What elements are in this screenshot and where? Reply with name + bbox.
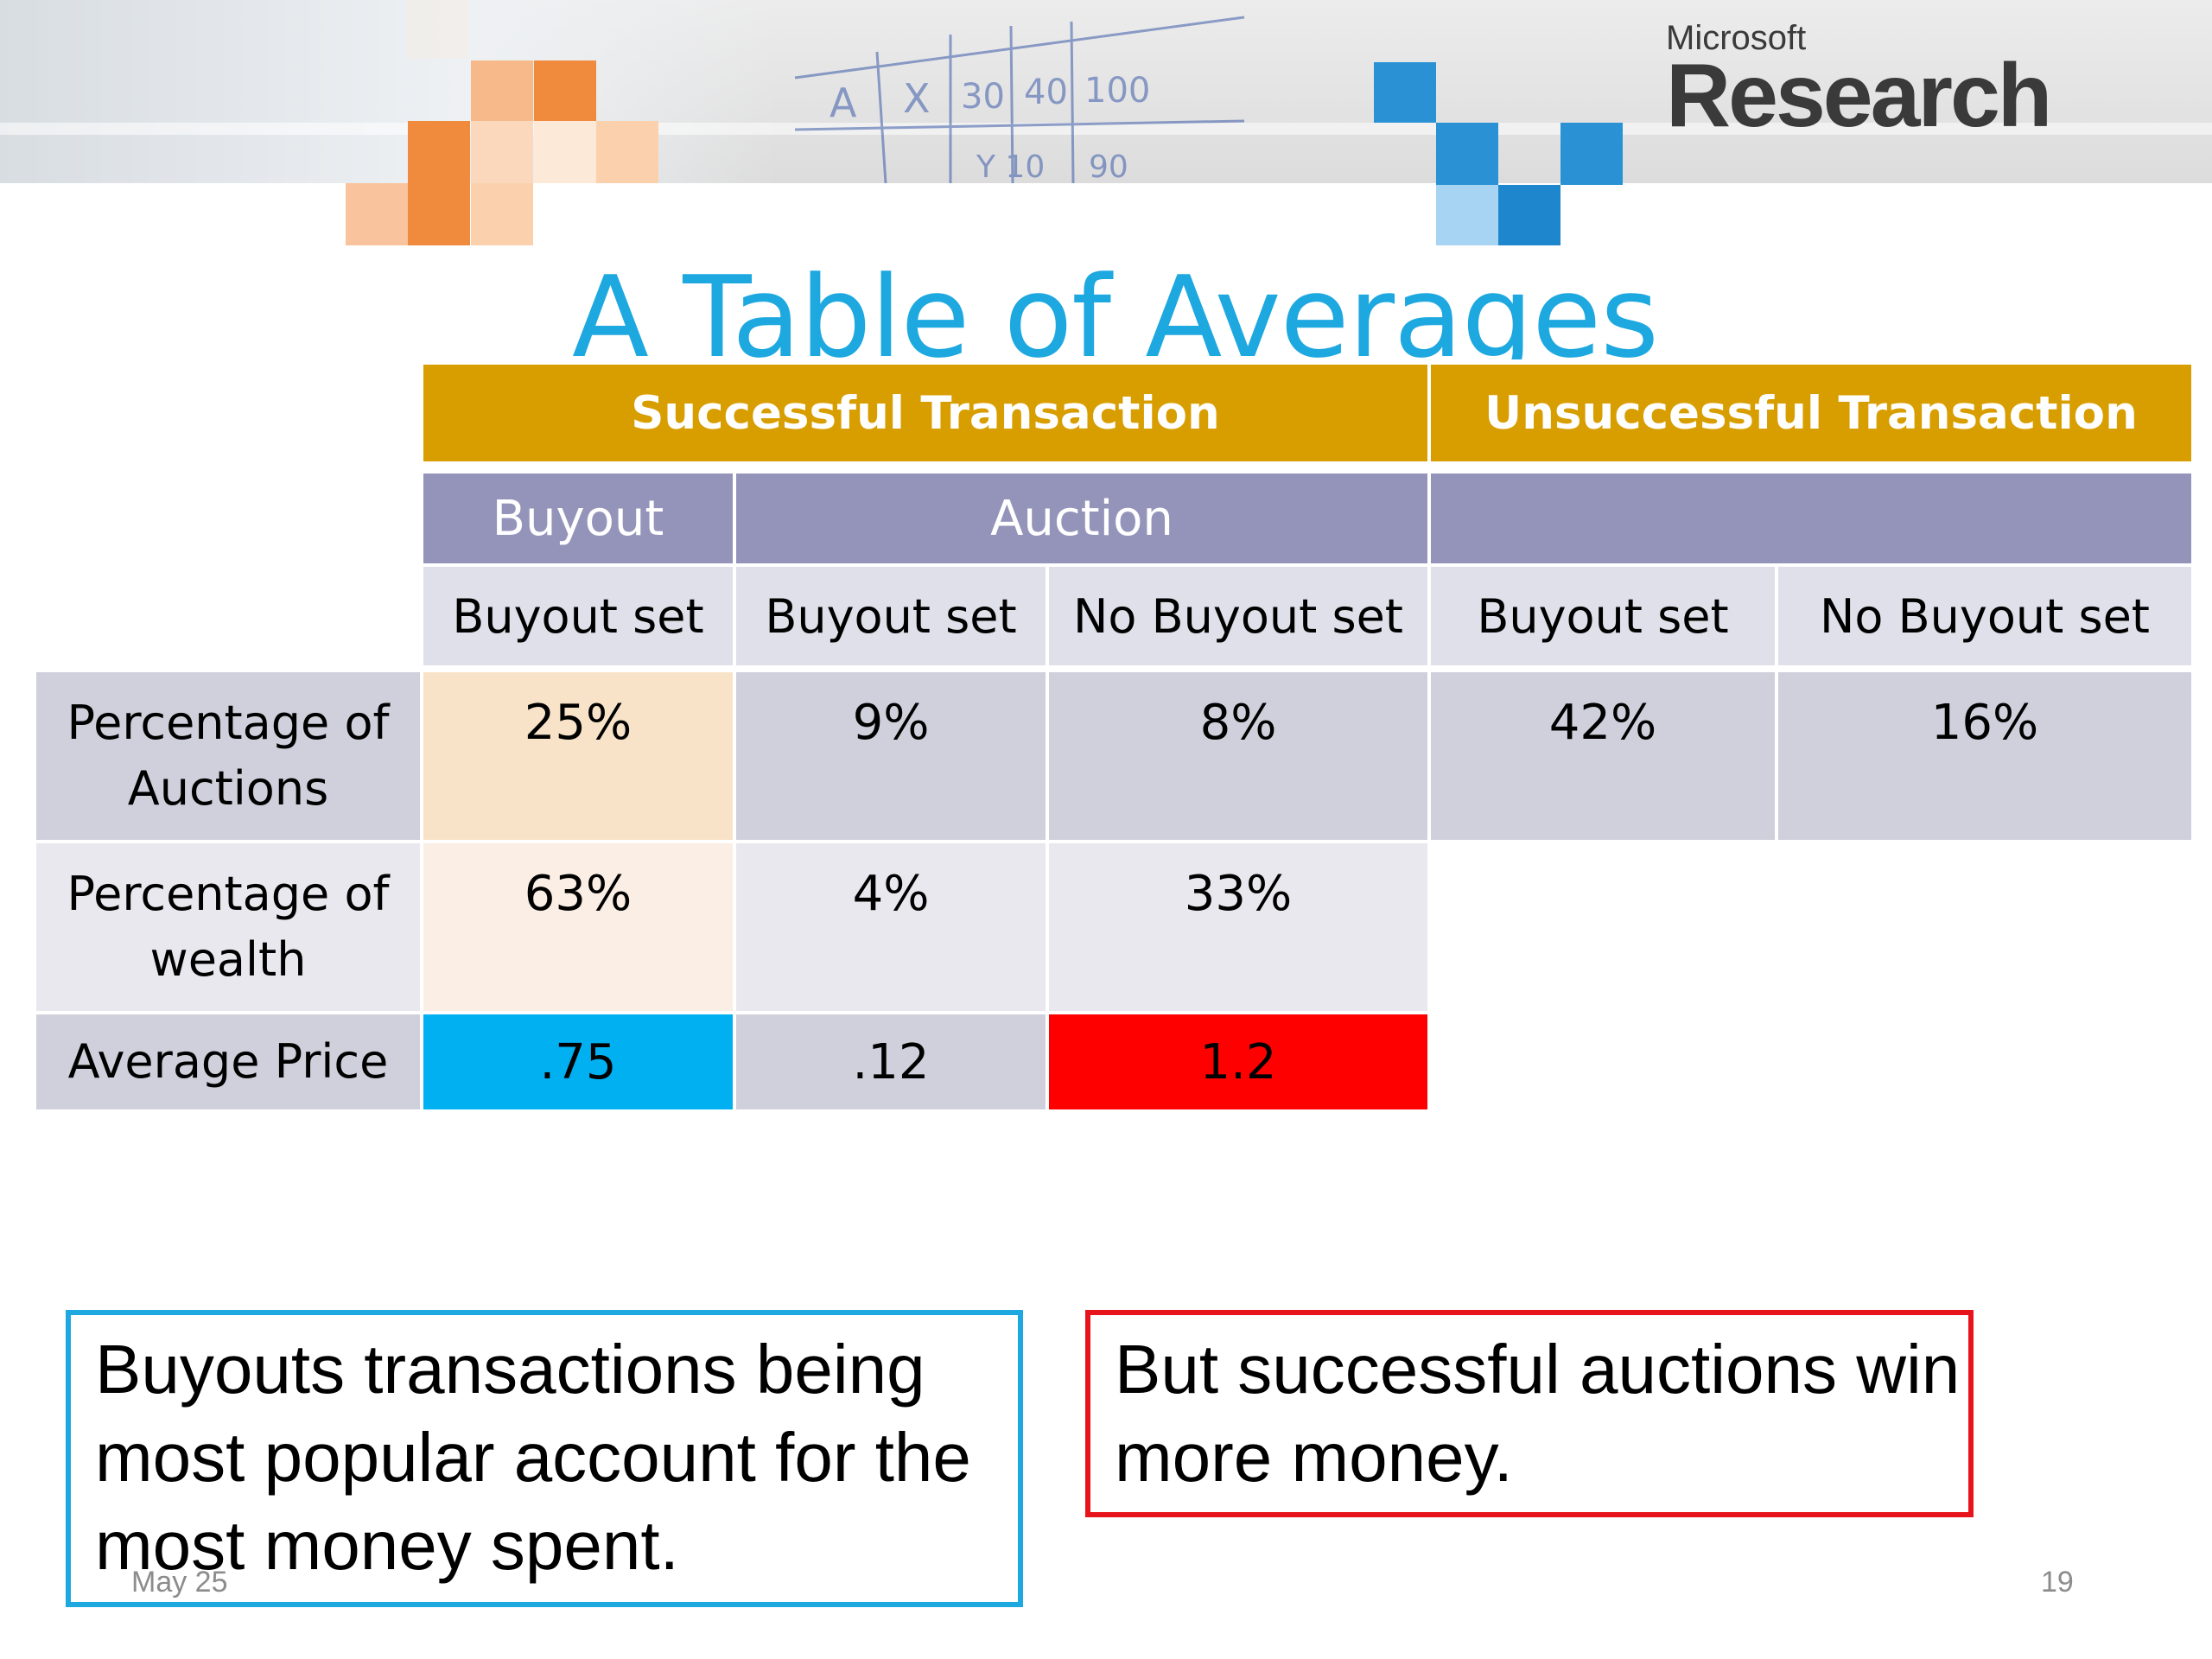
microsoft-research-logo: Microsoft Research — [1666, 19, 2081, 146]
table-cell-highlight-red: 1.2 — [1049, 1014, 1427, 1109]
row-label-average-price: Average Price — [36, 1014, 420, 1109]
column-header-buyout-set: Buyout set — [423, 567, 733, 665]
table-cell: .12 — [736, 1014, 1046, 1109]
table-cell: 63% — [423, 843, 733, 1011]
table-cell: 9% — [736, 672, 1046, 840]
header-successful-transaction: Successful Transaction — [423, 365, 1427, 461]
logo-microsoft-text: Microsoft — [1666, 19, 1807, 57]
column-header-unsuccessful-no-buyout-set: No Buyout set — [1778, 567, 2191, 665]
table-cell: 42% — [1431, 672, 1775, 840]
header-banner: A X 30 40 100 Y 10 90 — [0, 0, 2212, 183]
subheader-unsuccessful-empty — [1431, 474, 2191, 563]
header-unsuccessful-transaction: Unsuccessful Transaction — [1431, 365, 2191, 461]
slide-title: A Table of Averages — [572, 251, 1658, 359]
logo-research-text: Research — [1666, 46, 2052, 146]
footer-date: May 25 — [131, 1566, 228, 1599]
whiteboard-sketch-graphic: A X 30 40 100 Y 10 90 — [794, 16, 1245, 183]
svg-text:40: 40 — [1024, 73, 1068, 112]
callout-buyouts: Buyouts transactions being most popular … — [66, 1310, 1023, 1607]
page-number: 19 — [2041, 1566, 2074, 1599]
svg-text:X: X — [903, 75, 931, 122]
column-header-auction-no-buyout-set: No Buyout set — [1049, 567, 1427, 665]
row-label-percentage-of-wealth: Percentage of wealth — [36, 843, 420, 1011]
table-cell: 25% — [423, 672, 733, 840]
table-cell-highlight-blue: .75 — [423, 1014, 733, 1109]
svg-text:100: 100 — [1084, 71, 1150, 111]
svg-text:A: A — [830, 79, 857, 126]
table-cell: 4% — [736, 843, 1046, 1011]
svg-text:30: 30 — [961, 77, 1005, 117]
subheader-buyout: Buyout — [423, 474, 733, 563]
banner-glow — [0, 0, 778, 183]
column-header-auction-buyout-set: Buyout set — [736, 567, 1046, 665]
table-cell: 8% — [1049, 672, 1427, 840]
callout-auctions: But successful auctions win more money. — [1085, 1310, 1974, 1517]
svg-text:90: 90 — [1089, 149, 1128, 183]
table-cell: 33% — [1049, 843, 1427, 1011]
svg-text:Y 10: Y 10 — [976, 149, 1045, 183]
column-header-unsuccessful-buyout-set: Buyout set — [1431, 567, 1775, 665]
table-cell: 16% — [1778, 672, 2191, 840]
subheader-auction: Auction — [736, 474, 1427, 563]
row-label-percentage-of-auctions: Percentage of Auctions — [36, 672, 420, 840]
